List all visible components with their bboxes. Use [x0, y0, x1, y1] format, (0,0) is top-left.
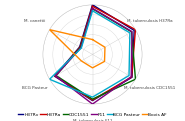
- Legend: H37Rv, H37Ra, CDC1551, F11, BCG Pasteur, Bovis AF: H37Rv, H37Ra, CDC1551, F11, BCG Pasteur,…: [16, 111, 169, 119]
